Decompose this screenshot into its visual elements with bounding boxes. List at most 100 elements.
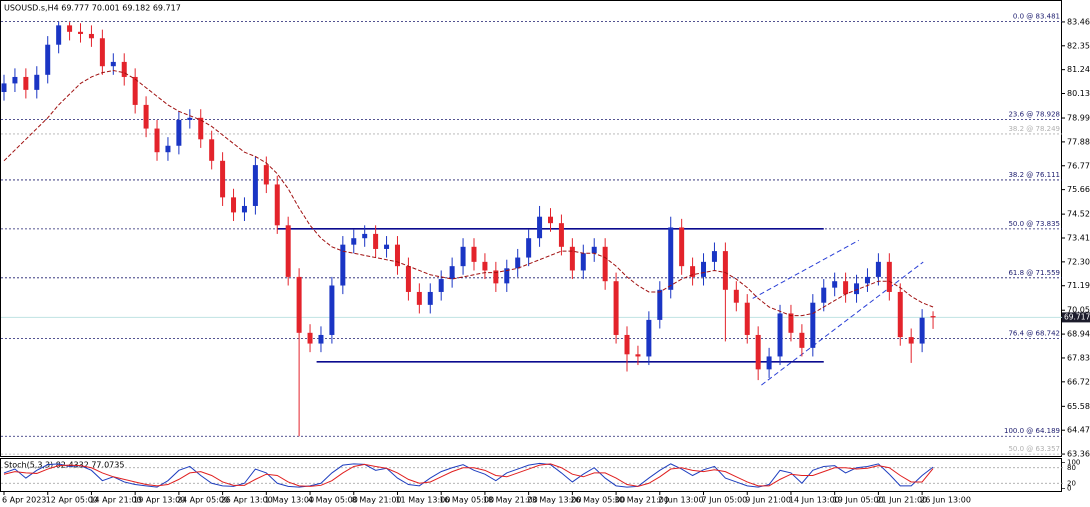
y-tick-label: 65.580 <box>1067 402 1090 411</box>
candle-body <box>351 238 357 245</box>
y-tick-label: 63.360 <box>1067 450 1090 459</box>
candle-body <box>602 246 608 282</box>
y-tick-label: 80.130 <box>1067 89 1090 98</box>
candle-body <box>427 291 433 305</box>
candle-body <box>832 281 838 288</box>
x-tick-label: 2 Jun 13:00 <box>658 496 704 505</box>
candle-body <box>1 83 7 93</box>
candle-body <box>886 261 892 292</box>
candle-body <box>580 253 586 271</box>
candle-body <box>416 291 422 305</box>
stoch-panel <box>0 458 1062 492</box>
current-price-box <box>1062 312 1090 323</box>
candle-body <box>340 244 346 286</box>
candle-body <box>777 313 783 357</box>
candle-body <box>154 128 160 153</box>
x-tick-label: 11 May 13:00 <box>395 496 450 505</box>
fib-label: 61.8 @ 71.559 <box>1008 269 1060 277</box>
x-tick-label: 16 May 05:00 <box>439 496 494 505</box>
candle-body <box>12 76 18 84</box>
y-tick-label: 68.940 <box>1067 330 1090 339</box>
y-tick-label: 64.470 <box>1067 426 1090 435</box>
x-tick-label: 12 Apr 05:00 <box>46 496 98 505</box>
candle-body <box>198 117 204 140</box>
candle-body <box>296 276 302 333</box>
x-tick-label: 21 Jun 21:00 <box>876 496 927 505</box>
candle-body <box>220 160 226 198</box>
candle-body <box>329 285 335 335</box>
fib-label: 0.0 @ 83.481 <box>1013 12 1060 20</box>
candle-body <box>526 238 532 258</box>
symbol-info: USOUSD.s,H4 69.777 70.001 69.182 69.717 <box>4 4 181 13</box>
stoch-tick-label: 20 <box>1067 479 1076 487</box>
candle-body <box>864 276 870 284</box>
candle-body <box>701 261 707 277</box>
candle-body <box>438 279 444 292</box>
y-tick-label: 82.350 <box>1067 41 1090 50</box>
x-tick-label: 14 Jun 13:00 <box>789 496 840 505</box>
candle-body <box>373 233 379 249</box>
y-tick-label: 83.460 <box>1067 17 1090 26</box>
candle-body <box>744 302 750 335</box>
candle-body <box>405 266 411 292</box>
candle-body <box>67 25 73 32</box>
candle-body <box>121 61 127 77</box>
candle-body <box>646 319 652 357</box>
candle-body <box>34 74 40 90</box>
x-tick-label: 19 Jun 05:00 <box>833 496 884 505</box>
candle-body <box>515 257 521 269</box>
fib-label: 38.2 @ 76.111 <box>1008 171 1060 179</box>
y-tick-label: 76.770 <box>1067 161 1090 170</box>
x-tick-label: 24 Apr 05:00 <box>177 496 229 505</box>
candle-body <box>908 337 914 344</box>
channel-line <box>752 239 859 299</box>
candle-body <box>78 31 84 34</box>
candle-body <box>252 165 258 206</box>
stoch-tick-label: 0 <box>1067 484 1071 492</box>
x-tick-label: 8 May 21:00 <box>352 496 402 505</box>
candle-body <box>165 145 171 153</box>
candle-body <box>362 233 368 239</box>
y-tick-label: 71.190 <box>1067 281 1090 290</box>
candle-body <box>821 287 827 303</box>
candle-body <box>569 246 575 271</box>
candle-body <box>810 302 816 348</box>
y-tick-label: 74.520 <box>1067 210 1090 219</box>
candle-body <box>493 270 499 284</box>
y-tick-label: 77.880 <box>1067 137 1090 146</box>
candle-body <box>722 251 728 290</box>
candle-body <box>482 261 488 271</box>
x-tick-label: 4 May 05:00 <box>308 496 358 505</box>
x-tick-label: 6 Apr 2023 <box>2 496 46 505</box>
candle-body <box>624 334 630 355</box>
y-tick-label: 78.990 <box>1067 114 1090 123</box>
candle-body <box>274 184 280 226</box>
candle-body <box>263 165 269 185</box>
y-tick-label: 81.240 <box>1067 65 1090 74</box>
candle-body <box>711 251 717 262</box>
candle-body <box>460 246 466 267</box>
candle-body <box>56 25 62 45</box>
y-tick-label: 67.830 <box>1067 353 1090 362</box>
fib-label: 50.0 @ 73.835 <box>1008 220 1060 228</box>
candle-body <box>875 261 881 277</box>
candle-body <box>23 76 29 90</box>
stoch-line <box>3 463 934 487</box>
candle-body <box>394 244 400 267</box>
stoch-tick-label: 100 <box>1067 459 1080 467</box>
candle-body <box>755 334 761 370</box>
candle-body <box>231 197 237 213</box>
x-tick-label: 19 Apr 13:00 <box>133 496 185 505</box>
x-tick-label: 30 May 21:00 <box>614 496 669 505</box>
candle-body <box>209 139 215 161</box>
candle-body <box>799 332 805 348</box>
candle-body <box>241 205 247 213</box>
candle-body <box>930 316 936 318</box>
candle-body <box>132 76 138 105</box>
candle-body <box>668 227 674 290</box>
y-tick-label: 73.410 <box>1067 233 1090 242</box>
candle-body <box>471 246 477 262</box>
candle-body <box>384 244 390 249</box>
candle-body <box>504 268 510 284</box>
